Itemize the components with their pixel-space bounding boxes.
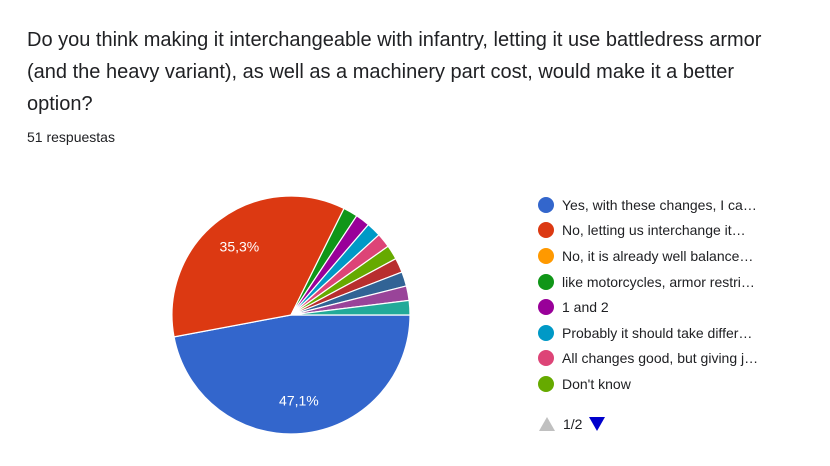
legend-label: No, it is already well balance… bbox=[562, 247, 754, 264]
pie-slice-1[interactable] bbox=[171, 195, 345, 338]
legend-item-2[interactable]: No, it is already well balance… bbox=[538, 243, 758, 269]
legend-swatch-icon bbox=[538, 350, 554, 367]
question-title: Do you think making it interchangeable w… bbox=[27, 29, 762, 115]
legend-swatch-icon bbox=[538, 222, 554, 239]
pie-slice-label-1: 35,3% bbox=[220, 239, 260, 255]
legend-label: Probably it should take differ… bbox=[562, 324, 753, 341]
legend-swatch-icon bbox=[538, 324, 554, 341]
response-count: 51 respuestas bbox=[27, 129, 115, 145]
legend-swatch-icon bbox=[538, 375, 554, 392]
legend-swatch-icon bbox=[538, 273, 554, 290]
legend-item-5[interactable]: Probably it should take differ… bbox=[538, 320, 758, 346]
legend-swatch-icon bbox=[538, 299, 554, 316]
legend-label: 1 and 2 bbox=[562, 299, 609, 316]
pie-slice-11[interactable] bbox=[290, 299, 411, 316]
pager-label: 1/2 bbox=[563, 416, 583, 432]
legend-item-6[interactable]: All changes good, but giving j… bbox=[538, 346, 758, 372]
legend-item-1[interactable]: No, letting us interchange it… bbox=[538, 218, 758, 244]
legend-item-3[interactable]: like motorcycles, armor restri… bbox=[538, 269, 758, 295]
legend-item-7[interactable]: Don't know bbox=[538, 371, 758, 397]
pie-slice-label-0: 47,1% bbox=[279, 392, 319, 408]
legend-label: Yes, with these changes, I ca… bbox=[562, 196, 757, 213]
pie-slice-0[interactable] bbox=[173, 314, 411, 435]
pager-down-icon[interactable] bbox=[588, 416, 606, 432]
legend-item-4[interactable]: 1 and 2 bbox=[538, 294, 758, 320]
chart-legend: Yes, with these changes, I ca… No, lettin… bbox=[538, 192, 758, 397]
legend-pager: 1/2 bbox=[538, 416, 606, 432]
pager-up-icon[interactable] bbox=[538, 416, 556, 432]
legend-swatch-icon bbox=[538, 247, 554, 264]
legend-label: like motorcycles, armor restri… bbox=[562, 273, 755, 290]
legend-swatch-icon bbox=[538, 196, 554, 213]
legend-label: All changes good, but giving j… bbox=[562, 350, 759, 367]
legend-item-0[interactable]: Yes, with these changes, I ca… bbox=[538, 192, 758, 218]
legend-label: No, letting us interchange it… bbox=[562, 222, 746, 239]
legend-label: Don't know bbox=[562, 375, 631, 392]
